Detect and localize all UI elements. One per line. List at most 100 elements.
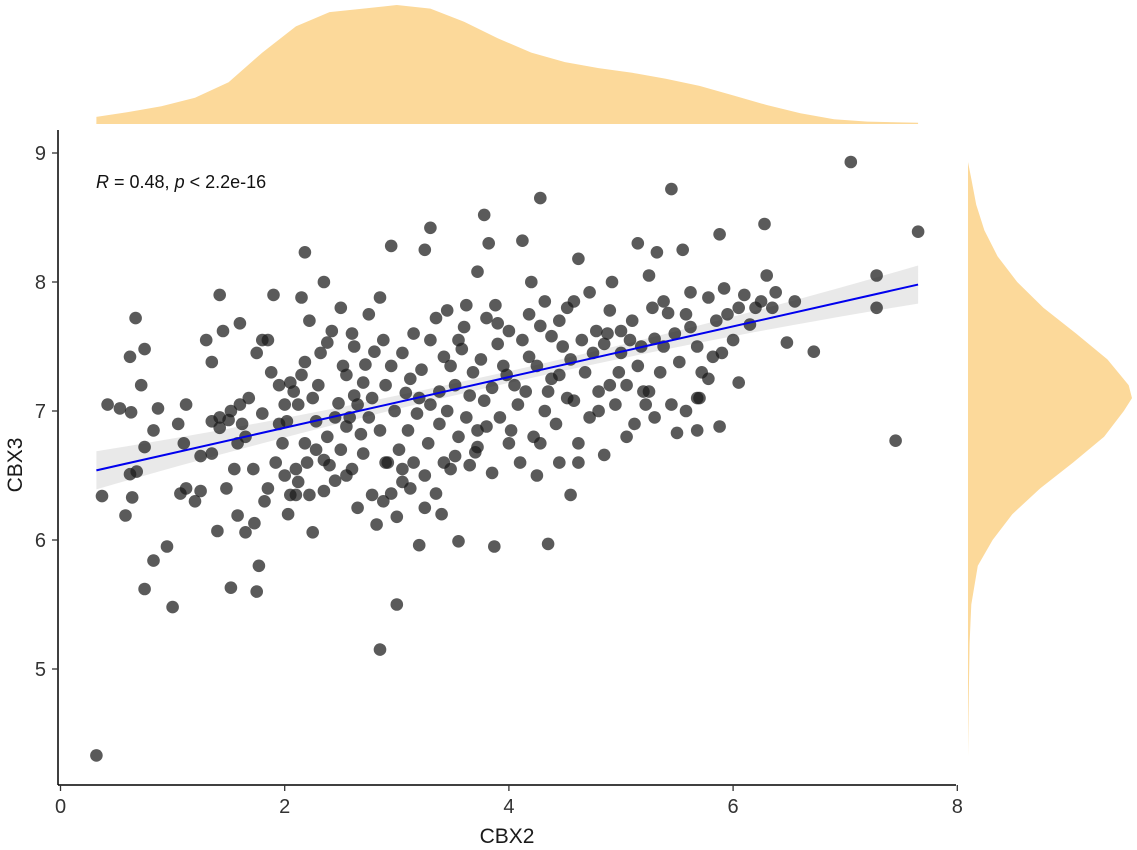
marginal-x-density-group	[96, 5, 919, 124]
scatter-point	[340, 420, 353, 433]
scatter-point	[250, 346, 263, 360]
scatter-point	[205, 355, 219, 369]
scatter-point	[870, 301, 883, 315]
scatter-point	[684, 320, 697, 334]
scatter-point	[312, 378, 325, 392]
scatter-point	[780, 336, 794, 349]
scatter-point	[224, 581, 238, 594]
scatter-point	[538, 295, 552, 308]
scatter-point	[396, 346, 409, 360]
scatter-point	[457, 320, 471, 334]
scatter-point	[485, 466, 499, 480]
scatter-point	[280, 415, 294, 428]
axes-group	[52, 130, 958, 791]
scatter-point	[119, 509, 132, 522]
scatter-point	[870, 269, 883, 282]
scatter-point	[379, 456, 392, 469]
scatter-point	[583, 286, 596, 299]
scatter-point	[732, 301, 745, 315]
scatter-point	[368, 345, 381, 359]
x-tick-label: 2	[279, 796, 290, 818]
scatter-point	[444, 359, 457, 373]
scatter-point	[491, 337, 505, 351]
scatter-point	[424, 221, 437, 235]
scatter-point	[179, 398, 193, 411]
scatter-point	[365, 391, 379, 405]
p-value: < 2.2e-16	[185, 172, 267, 192]
scatter-point	[199, 333, 213, 347]
scatter-point	[418, 243, 432, 257]
scatter-point	[379, 378, 392, 392]
scatter-point	[502, 324, 516, 338]
scatter-point	[516, 234, 529, 247]
scatter-point	[463, 458, 477, 472]
scatter-point	[715, 346, 729, 360]
scatter-point	[239, 526, 252, 539]
scatter-point	[590, 324, 603, 338]
scatter-point	[466, 366, 480, 379]
scatter-point	[384, 359, 398, 373]
scatter-point	[732, 376, 745, 389]
scatter-point	[160, 540, 174, 553]
scatter-point	[530, 469, 544, 482]
scatter-point	[179, 482, 193, 495]
scatter-point	[623, 333, 637, 347]
scatter-point	[392, 443, 406, 457]
scatter-point	[401, 424, 415, 437]
scatter-point	[452, 535, 465, 548]
scatter-point	[130, 465, 143, 478]
scatter-point	[504, 424, 518, 437]
scatter-point	[534, 319, 547, 333]
scatter-point	[267, 288, 280, 302]
scatter-point	[347, 340, 361, 353]
scatter-point	[410, 407, 424, 420]
scatter-point	[298, 246, 312, 259]
scatter-point	[228, 462, 241, 476]
scatter-point	[433, 385, 446, 398]
scatter-point	[298, 355, 312, 369]
scatter-point	[534, 191, 547, 205]
scatter-point	[134, 378, 148, 392]
scatter-point	[519, 385, 532, 398]
scatter-point	[516, 333, 529, 347]
scatter-point	[336, 359, 350, 373]
scatter-point	[583, 411, 596, 424]
scatter-point	[235, 417, 249, 431]
scatter-point	[287, 385, 301, 398]
scatter-point	[362, 411, 376, 424]
scatter-point	[216, 324, 230, 338]
regression-line	[96, 283, 919, 472]
scatter-point	[673, 355, 686, 369]
scatter-point	[314, 346, 327, 360]
scatter-point	[676, 243, 689, 257]
scatter-point	[538, 404, 552, 418]
scatter-point	[471, 440, 484, 454]
scatter-point	[690, 424, 704, 437]
scatter-point	[373, 643, 387, 656]
scatter-point	[261, 482, 275, 495]
scatter-point	[231, 509, 244, 522]
scatter-point	[497, 359, 510, 373]
scatter-point	[631, 359, 645, 373]
scatter-point	[642, 385, 656, 398]
scatter-point	[480, 311, 493, 325]
scatter-point	[670, 426, 684, 440]
scatter-point	[317, 275, 331, 289]
scatter-point	[541, 537, 555, 551]
scatter-point	[491, 317, 505, 330]
scatter-point	[690, 340, 704, 353]
scatter-point	[396, 462, 409, 476]
scatter-point	[95, 489, 109, 503]
scatter-point	[377, 333, 390, 347]
x-tick-label: 0	[55, 796, 66, 818]
scatter-point	[429, 487, 443, 500]
scatter-point	[489, 298, 502, 312]
scatter-point	[171, 417, 185, 431]
scatter-point	[278, 398, 292, 411]
scatter-point	[261, 333, 275, 347]
scatter-point	[147, 554, 160, 567]
scatter-point	[407, 327, 420, 340]
points-group	[90, 155, 925, 762]
scatter-point	[522, 350, 536, 364]
scatter-point	[138, 342, 151, 356]
